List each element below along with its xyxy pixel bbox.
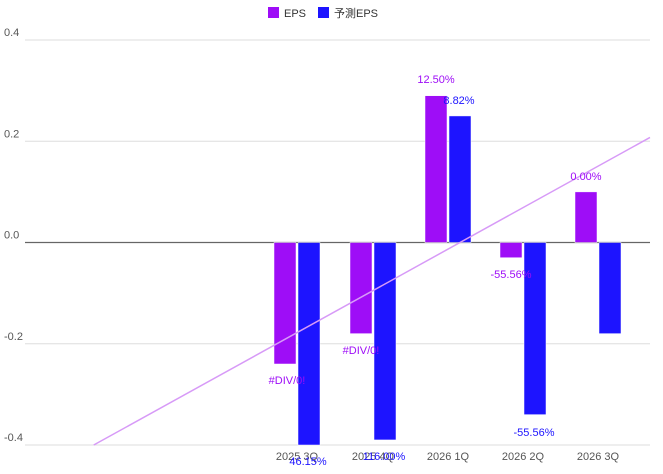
bar-forecast-eps (373, 242, 397, 441)
legend-label: EPS (284, 8, 306, 20)
x-tick-label: 2026 2Q (502, 451, 545, 463)
bar-forecast-eps (598, 242, 622, 334)
bar-eps (273, 242, 297, 365)
y-tick-label: -0.4 (4, 432, 23, 444)
bar-eps (349, 242, 373, 334)
y-tick-label: 0.0 (4, 230, 19, 242)
legend-swatch (318, 7, 329, 18)
data-label-eps: #DIV/0! (343, 345, 380, 357)
y-axis: 0.4 0.2 0.0 -0.2 -0.4 (4, 27, 23, 444)
trendline (93, 136, 651, 446)
x-tick-label: 2025 3Q (276, 451, 319, 463)
data-label-eps: 12.50% (417, 74, 455, 86)
y-tick-label: -0.2 (4, 331, 23, 343)
gridlines (25, 39, 650, 446)
y-tick-label: 0.4 (4, 27, 19, 39)
x-tick-label: 2026 3Q (577, 451, 620, 463)
bar-forecast-eps (297, 242, 321, 446)
bar-eps (499, 242, 523, 258)
data-label-forecast-eps: 116.00% (363, 451, 406, 463)
trendline-eps (93, 136, 651, 446)
legend-label: 予測EPS (334, 6, 378, 20)
data-label-eps: 0.00% (570, 171, 601, 183)
x-tick-label: 2025 4Q (352, 451, 395, 463)
bar-forecast-eps (448, 115, 472, 243)
x-axis: 2025 3Q 2025 4Q 2026 1Q 2026 2Q 2026 3Q (276, 451, 620, 463)
data-label-eps: #DIV/0! (269, 375, 306, 387)
bar-eps (424, 95, 448, 243)
data-label-forecast-eps: 8.82% (443, 95, 474, 107)
legend-swatch (268, 7, 279, 18)
legend: EPS 予測EPS (268, 6, 378, 20)
bar-eps (574, 191, 598, 243)
bar-forecast-eps (523, 242, 547, 415)
y-tick-label: 0.2 (4, 128, 19, 140)
bars (273, 95, 622, 446)
data-label-eps: -55.56% (491, 269, 532, 281)
x-tick-label: 2026 1Q (427, 451, 470, 463)
data-label-forecast-eps: -55.56% (514, 427, 555, 439)
data-label-forecast-eps: 46.15% (289, 456, 327, 468)
data-labels: #DIV/0! #DIV/0! 12.50% -55.56% 0.00% 46.15% 11… (269, 74, 602, 468)
